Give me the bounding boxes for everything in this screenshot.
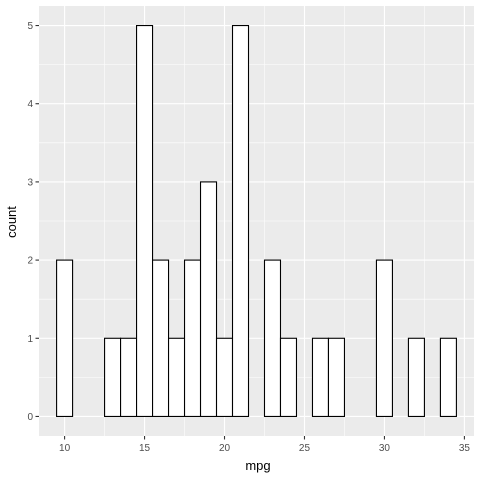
histogram-bar <box>327 337 346 418</box>
x-tick-label: 25 <box>299 443 311 454</box>
x-axis: 10 15 20 25 30 35 <box>59 436 470 454</box>
x-tick-label: 20 <box>219 443 231 454</box>
histogram-bar <box>167 337 186 418</box>
histogram-bar <box>311 337 330 418</box>
histogram-bar <box>183 259 202 418</box>
histogram-bar <box>263 259 282 418</box>
y-tick-label: 1 <box>27 334 33 345</box>
histogram-bar <box>279 337 298 418</box>
x-tick-label: 35 <box>459 443 471 454</box>
histogram-bar <box>375 259 393 418</box>
histogram-bar <box>439 337 457 418</box>
histogram-bar <box>407 337 425 418</box>
y-tick-label: 3 <box>27 177 33 188</box>
histogram-bar <box>199 181 218 418</box>
x-axis-title: mpg <box>245 458 270 473</box>
x-tick-label: 30 <box>379 443 391 454</box>
y-tick-label: 5 <box>27 21 33 32</box>
y-tick-label: 0 <box>27 412 33 423</box>
histogram-bar <box>151 259 170 418</box>
x-tick-label: 10 <box>59 443 71 454</box>
y-axis-title: count <box>4 206 19 238</box>
y-axis: 0 1 2 3 4 5 <box>27 21 39 423</box>
y-tick-label: 2 <box>27 256 33 267</box>
histogram-bar <box>56 259 74 418</box>
histogram-bar <box>120 337 138 418</box>
grid-minor <box>39 6 474 436</box>
histogram-bar <box>104 337 122 418</box>
x-tick-label: 15 <box>139 443 151 454</box>
histogram-bar <box>231 24 250 418</box>
histogram-bar <box>136 24 154 418</box>
histogram-bar <box>215 337 234 418</box>
y-tick-label: 4 <box>27 99 33 110</box>
bars <box>56 24 457 418</box>
